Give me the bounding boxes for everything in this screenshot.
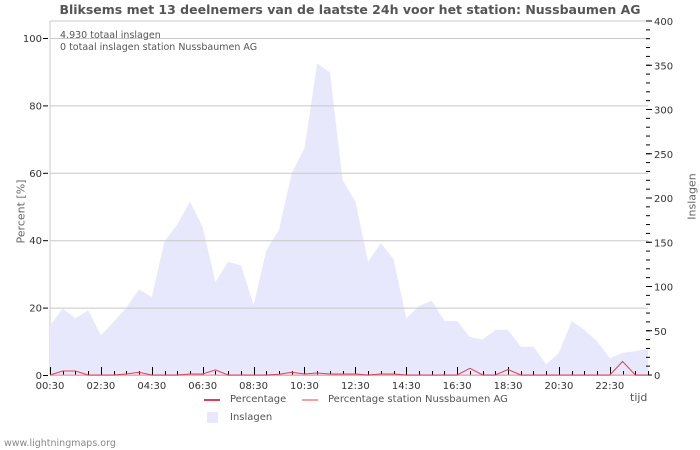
left-tick-label: 60 bbox=[29, 169, 42, 180]
x-tick-label: 20:30 bbox=[545, 381, 574, 392]
x-tick-label: 14:30 bbox=[392, 381, 421, 392]
right-axis-label: Inslagen bbox=[685, 173, 699, 220]
right-tick-label: 250 bbox=[654, 150, 673, 161]
right-tick-label: 50 bbox=[654, 327, 667, 338]
percentage-line bbox=[49, 360, 648, 376]
right-tick-label: 300 bbox=[654, 106, 673, 117]
left-tick-label: 100 bbox=[23, 34, 42, 45]
legend-percentage-swatch bbox=[204, 399, 220, 401]
inslagen-area bbox=[50, 63, 648, 375]
chart-title: Bliksems met 13 deelnemers van de laatst… bbox=[59, 2, 641, 17]
station-strikes-label: 0 totaal inslagen station Nussbaumen AG bbox=[60, 42, 258, 53]
left-tick-label: 20 bbox=[29, 304, 42, 315]
x-tick-label: 12:30 bbox=[341, 381, 370, 392]
right-tick-label: 100 bbox=[654, 283, 673, 294]
x-axis-label: tijd bbox=[630, 391, 648, 404]
right-tick-label: 350 bbox=[654, 61, 673, 72]
x-tick-label: 18:30 bbox=[494, 381, 523, 392]
right-tick-label: 200 bbox=[654, 194, 673, 205]
x-tick-label: 04:30 bbox=[137, 381, 166, 392]
left-tick-label: 80 bbox=[29, 101, 42, 112]
right-tick-label: 150 bbox=[654, 238, 673, 249]
legend-inslagen-swatch bbox=[207, 412, 218, 423]
legend-inslagen-label: Inslagen bbox=[230, 412, 273, 423]
legend-percentage-station-swatch bbox=[302, 399, 318, 401]
x-tick-label: 10:30 bbox=[290, 381, 319, 392]
total-strikes-label: 4.930 totaal inslagen bbox=[60, 30, 161, 41]
x-tick-label: 06:30 bbox=[188, 381, 217, 392]
x-tick-label: 16:30 bbox=[443, 381, 472, 392]
x-tick-label: 02:30 bbox=[86, 381, 115, 392]
right-tick-label: 0 bbox=[654, 371, 660, 382]
legend-percentage-label: Percentage bbox=[230, 394, 287, 405]
x-tick-label: 08:30 bbox=[239, 381, 268, 392]
left-tick-label: 0 bbox=[36, 371, 42, 382]
legend-percentage-station-label: Percentage station Nussbaumen AG bbox=[328, 394, 508, 405]
x-tick-label: 00:30 bbox=[36, 381, 65, 392]
x-tick-label: 22:30 bbox=[595, 381, 624, 392]
source-footer: www.lightningmaps.org bbox=[4, 438, 116, 449]
right-tick-label: 400 bbox=[654, 17, 673, 28]
left-tick-label: 40 bbox=[29, 236, 42, 247]
left-axis-label: Percent [%] bbox=[14, 179, 28, 244]
